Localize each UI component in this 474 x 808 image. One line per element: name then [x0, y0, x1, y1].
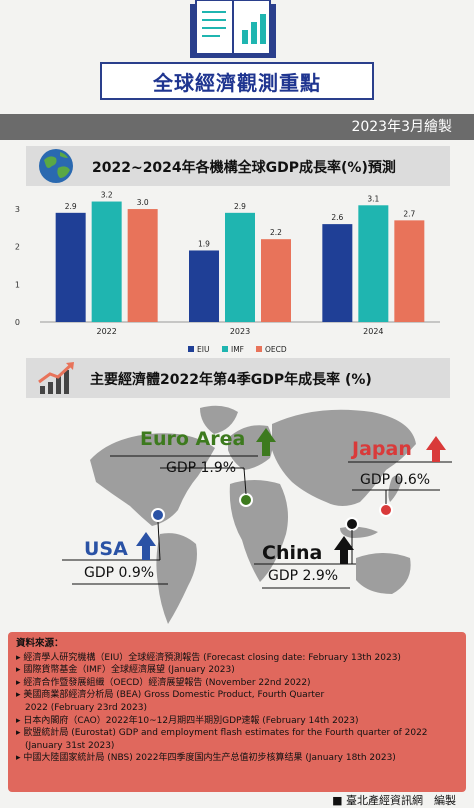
bar-value-label: 2.9 [65, 202, 77, 211]
section1-title: 2022~2024年各機構全球GDP成長率(%)預測 [92, 160, 396, 176]
bar-value-label: 2.7 [403, 209, 415, 218]
bar-imf-2022 [91, 201, 122, 322]
x-tick-label: 2022 [96, 327, 116, 336]
source-item: 2022 (February 23rd 2023) [16, 702, 148, 713]
x-tick-label: 2023 [230, 327, 250, 336]
euro-gdp-value: GDP 1.9% [166, 460, 237, 476]
footer-credit: ■ 臺北產經資訊網 編製 [332, 794, 456, 807]
section2-header: 主要經濟體2022年第4季GDP年成長率 (%) [26, 358, 450, 398]
bar-oecd-2024 [394, 220, 425, 322]
source-item: ▸ 日本內閣府（CAO）2022年10~12月期四半期別GDP速報 (Febru… [16, 715, 359, 726]
japan-region-name: Japan [352, 438, 412, 460]
bar-value-label: 1.9 [198, 239, 210, 248]
usa-marker [151, 508, 165, 522]
world-map-graphic [62, 405, 452, 624]
euro-up-arrow-icon [256, 428, 276, 456]
source-item: ▸ 國際貨幣基金（IMF）全球經濟展望 (January 2023) [16, 665, 235, 676]
china-up-arrow-icon [334, 536, 354, 564]
notebook-icon [190, 0, 276, 58]
bar-imf-2024 [358, 205, 389, 322]
japan-marker [379, 503, 393, 517]
china-gdp-value: GDP 2.9% [268, 568, 339, 584]
y-tick-label: 3 [15, 205, 20, 214]
globe-icon [39, 149, 73, 183]
bar-oecd-2022 [127, 209, 158, 322]
sources-title: 資料來源： [16, 638, 64, 649]
bar-value-label: 2.6 [331, 213, 343, 222]
bar-oecd-2023 [261, 239, 291, 322]
header [0, 0, 474, 112]
bar-value-label: 3.0 [137, 198, 149, 207]
bar-eiu-2023 [189, 250, 219, 322]
x-tick-label: 2024 [363, 327, 383, 336]
date-label: 2023年3月繪製 [0, 114, 474, 140]
bar-value-label: 2.2 [270, 228, 282, 237]
china-marker [345, 517, 359, 531]
usa-region-name: USA [84, 538, 128, 560]
euro-marker [239, 493, 253, 507]
y-tick-label: 1 [15, 280, 20, 289]
section2-title: 主要經濟體2022年第4季GDP年成長率 (%) [90, 372, 372, 388]
china-region-name: China [262, 542, 323, 564]
source-item: ▸ 美國商業部經濟分析局 (BEA) Gross Domestic Produc… [16, 690, 325, 701]
gdp-forecast-chart: 0 1 2 3 2.9 3.2 3.0 2022 1.9 2.9 2.2 2023 2.6 3.1 2.7… [15, 191, 440, 354]
legend-swatch-eiu [188, 346, 194, 352]
legend-label: IMF [231, 345, 244, 354]
legend-label: OECD [265, 345, 287, 354]
section1-header: 2022~2024年各機構全球GDP成長率(%)預測 [26, 146, 450, 186]
source-item: ▸ 經濟合作暨發展組織（OECD）經濟展望報告 (November 22nd 2… [16, 677, 311, 688]
bar-value-label: 2.9 [234, 202, 246, 211]
source-item: ▸ 歐盟統計局 (Eurostat) GDP and employment fl… [16, 728, 428, 739]
bar-imf-2023 [225, 212, 255, 322]
source-item: ▸ 經濟學人研究機構（EIU）全球經濟預測報告 (Forecast closin… [16, 652, 401, 663]
bar-eiu-2024 [322, 224, 353, 322]
japan-gdp-value: GDP 0.6% [360, 472, 431, 488]
bar-value-label: 3.1 [367, 194, 379, 203]
usa-gdp-value: GDP 0.9% [84, 565, 155, 581]
japan-up-arrow-icon [426, 436, 446, 462]
sources-list: ▸ 經濟學人研究機構（EIU）全球經濟預測報告 (Forecast closin… [16, 652, 458, 765]
legend-swatch-imf [222, 346, 228, 352]
source-item: (January 31st 2023) [16, 740, 115, 751]
sources-panel: 資料來源： ▸ 經濟學人研究機構（EIU）全球經濟預測報告 (Forecast … [8, 632, 466, 792]
page-title: 全球經濟觀測重點 [100, 62, 374, 100]
source-item: ▸ 中國大陸國家統計局 (NBS) 2022年四季度国内生产总值初步核算结果 (… [16, 753, 396, 764]
y-tick-label: 2 [15, 243, 20, 252]
growth-chart-icon [38, 362, 74, 394]
world-map: Euro Area GDP 1.9% Japan GDP 0.6% USA GD… [0, 398, 474, 630]
y-tick-label: 0 [15, 318, 20, 327]
legend-label: EIU [197, 345, 209, 354]
bar-eiu-2022 [55, 212, 86, 322]
euro-region-name: Euro Area [140, 428, 246, 450]
legend-swatch-oecd [256, 346, 262, 352]
usa-up-arrow-icon [136, 532, 156, 560]
bar-value-label: 3.2 [101, 191, 113, 200]
